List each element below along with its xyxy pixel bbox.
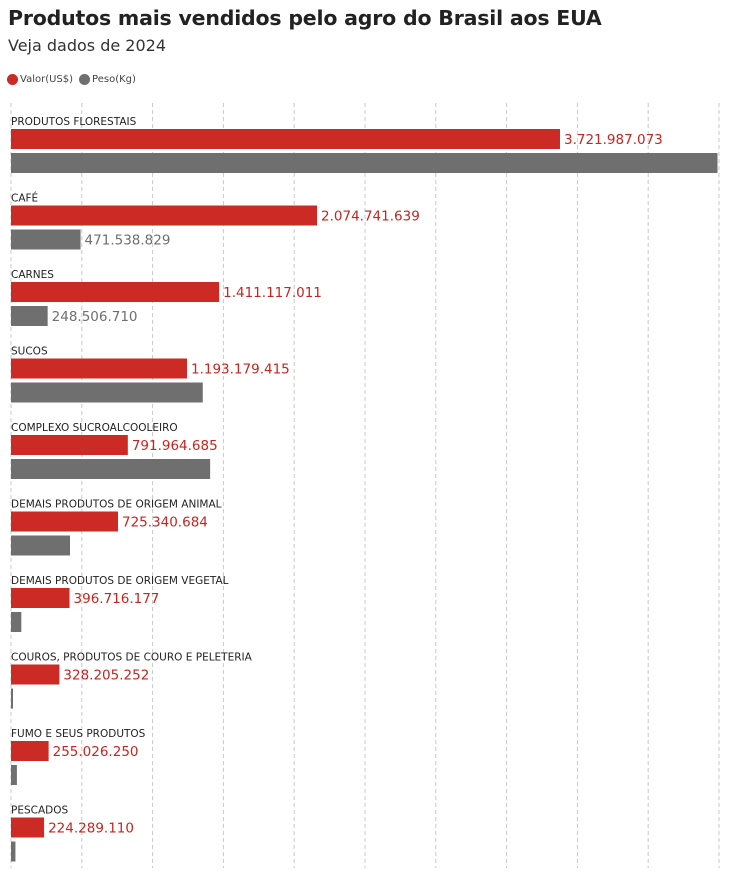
data-label-valor: 396.716.177 [74,591,160,607]
bar-peso [11,612,22,632]
data-label-valor: 791.964.685 [132,438,218,454]
category-label: COMPLEXO SUCROALCOOLEIRO [11,422,178,434]
legend: Valor(US$) Peso(Kg) [7,74,142,85]
bar-valor [11,664,60,685]
data-label-peso: 471.538.829 [85,233,171,249]
chart-subtitle: Veja dados de 2024 [8,36,167,55]
legend-swatch-valor [7,74,18,85]
bar-valor [11,205,318,226]
bar-valor [11,129,560,149]
category-label: SUCOS [11,346,48,358]
data-label-valor: 224.289.110 [48,821,134,837]
bar-peso [11,306,48,326]
data-label-valor: 2.074.741.639 [321,209,420,225]
bar-peso [11,688,13,709]
bar-valor [11,358,187,379]
category-label: COUROS, PRODUTOS DE COURO E PELETERIA [11,652,253,664]
data-label-valor: 1.193.179.415 [191,362,290,378]
bar-peso [11,153,718,173]
data-label-valor: 255.026.250 [53,744,139,760]
category-label: PRODUTOS FLORESTAIS [11,116,137,128]
category-label: CARNES [11,269,54,281]
data-label-valor: 725.340.684 [122,515,208,531]
data-label-valor: 3.721.987.073 [564,132,663,148]
category-label: FUMO E SEUS PRODUTOS [11,728,146,740]
bar-valor [11,435,128,455]
bar-peso [11,535,70,556]
chart-title: Produtos mais vendidos pelo agro do Bras… [8,6,602,30]
legend-label-peso: Peso(Kg) [92,74,136,85]
category-label: DEMAIS PRODUTOS DE ORIGEM ANIMAL [11,499,222,511]
data-label-peso: 248.506.710 [52,309,138,325]
category-label: DEMAIS PRODUTOS DE ORIGEM VEGETAL [11,575,229,587]
bar-valor [11,511,118,532]
legend-item-valor[interactable]: Valor(US$) [7,74,73,85]
legend-item-peso[interactable]: Peso(Kg) [79,74,136,85]
category-label: CAFÉ [11,192,38,205]
bar-peso [11,841,16,862]
legend-swatch-peso [79,74,91,85]
bar-valor [11,741,49,761]
bar-valor [11,817,45,838]
bar-peso [11,229,81,250]
legend-label-valor: Valor(US$) [20,74,74,85]
bar-valor [11,588,70,608]
bar-peso [11,459,211,479]
data-label-valor: 328.205.252 [63,668,149,684]
data-label-valor: 1.411.117.011 [223,285,322,301]
category-label: PESCADOS [11,805,68,817]
bar-peso [11,382,203,403]
bar-valor [11,282,220,302]
bar-peso [11,765,17,785]
